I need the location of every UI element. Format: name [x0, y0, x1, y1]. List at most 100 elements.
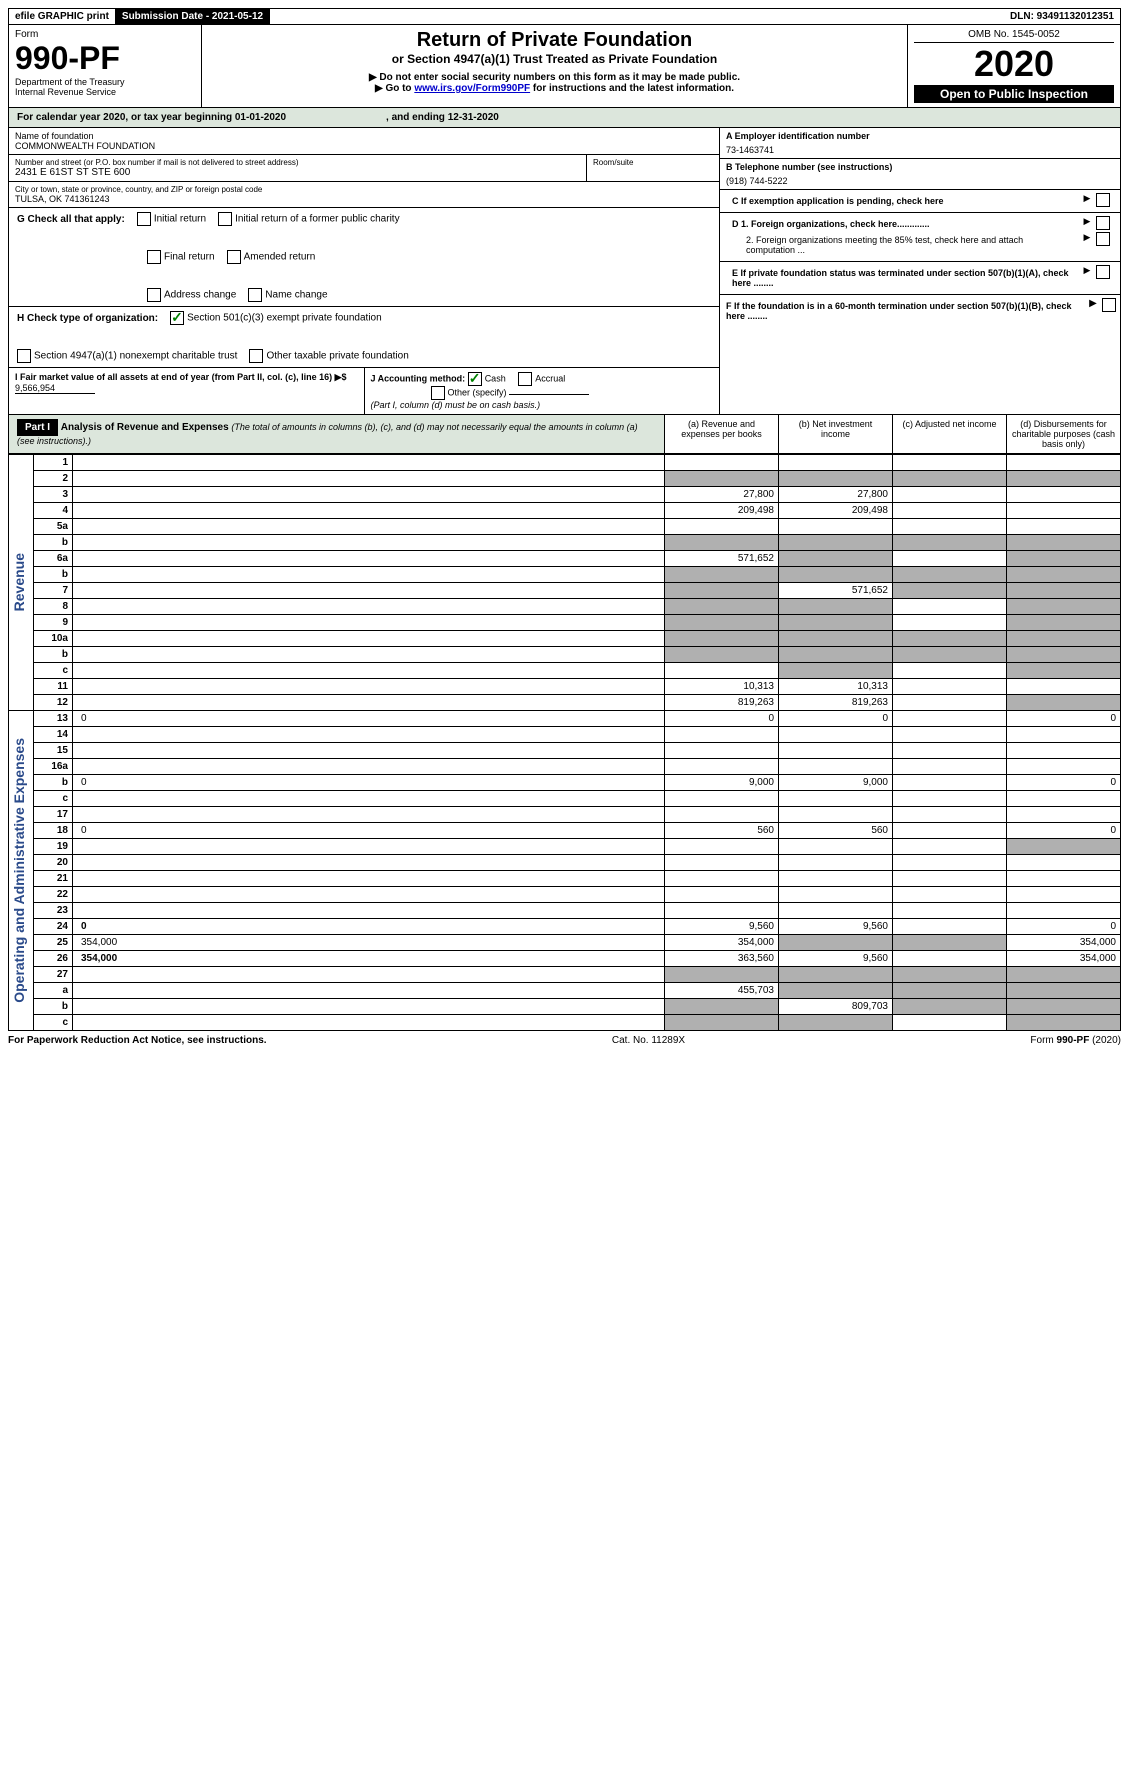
cell-c: [893, 807, 1007, 823]
cell-b: [779, 647, 893, 663]
calyear-mid: , and ending: [386, 112, 448, 123]
cb-d2[interactable]: [1096, 232, 1110, 246]
cell-b: [779, 567, 893, 583]
cell-c: [893, 471, 1007, 487]
cell-c: [893, 871, 1007, 887]
row-desc: 0: [73, 823, 665, 839]
cb-address-change[interactable]: [147, 288, 161, 302]
cell-d: [1007, 727, 1121, 743]
row-desc: [73, 695, 665, 711]
expenses-label: Operating and Administrative Expenses: [9, 734, 29, 1007]
cell-a: [665, 567, 779, 583]
h-opt3: Other taxable private foundation: [266, 351, 408, 362]
part1-table: Revenue12327,80027,8004209,498209,4985ab…: [8, 454, 1121, 1031]
part1-header: Part I Analysis of Revenue and Expenses …: [8, 415, 1121, 454]
cell-c: [893, 839, 1007, 855]
cell-b: 809,703: [779, 999, 893, 1015]
b-box: B Telephone number (see instructions) (9…: [720, 159, 1120, 190]
cb-other-taxable[interactable]: [249, 349, 263, 363]
cell-a: [665, 903, 779, 919]
cell-c: [893, 663, 1007, 679]
cell-a: 455,703: [665, 983, 779, 999]
cb-f[interactable]: [1102, 298, 1116, 312]
row-number: a: [34, 983, 73, 999]
cell-a: [665, 599, 779, 615]
cell-a: [665, 455, 779, 471]
f-box: F If the foundation is in a 60-month ter…: [720, 295, 1120, 327]
cell-c: [893, 743, 1007, 759]
j-other: Other (specify): [448, 387, 507, 397]
d1-label: D 1. Foreign organizations, check here..…: [726, 216, 1080, 232]
cb-other-method[interactable]: [431, 386, 445, 400]
cell-c: [893, 1015, 1007, 1031]
cell-d: [1007, 631, 1121, 647]
cell-a: [665, 999, 779, 1015]
f-label: F If the foundation is in a 60-month ter…: [720, 298, 1086, 324]
row-desc: [73, 727, 665, 743]
cell-d: [1007, 615, 1121, 631]
cb-final-return[interactable]: [147, 250, 161, 264]
row-number: 19: [34, 839, 73, 855]
table-row: 23: [9, 903, 1121, 919]
cell-c: [893, 455, 1007, 471]
cell-c: [893, 599, 1007, 615]
table-row: 26354,000363,5609,560354,000: [9, 951, 1121, 967]
cb-amended[interactable]: [227, 250, 241, 264]
cell-d: [1007, 663, 1121, 679]
cb-initial-return[interactable]: [137, 212, 151, 226]
cell-b: [779, 871, 893, 887]
table-row: 12819,263819,263: [9, 695, 1121, 711]
a-value: 73-1463741: [726, 145, 1114, 155]
cell-c: [893, 887, 1007, 903]
cell-a: 560: [665, 823, 779, 839]
table-row: c: [9, 1015, 1121, 1031]
table-row: Revenue1: [9, 455, 1121, 471]
cb-name-change[interactable]: [248, 288, 262, 302]
cell-b: 209,498: [779, 503, 893, 519]
table-row: Operating and Administrative Expenses130…: [9, 711, 1121, 727]
cell-a: 571,652: [665, 551, 779, 567]
irs-link[interactable]: www.irs.gov/Form990PF: [414, 83, 530, 94]
cell-d: [1007, 583, 1121, 599]
cb-c[interactable]: [1096, 193, 1110, 207]
row-number: b: [34, 775, 73, 791]
row-desc: [73, 871, 665, 887]
e-box: E If private foundation status was termi…: [720, 262, 1120, 295]
address-box: Number and street (or P.O. box number if…: [9, 155, 587, 181]
j-label: J Accounting method:: [371, 373, 466, 383]
part1-label: Part I: [17, 419, 58, 436]
a-label: A Employer identification number: [726, 131, 1114, 141]
row-number: 15: [34, 743, 73, 759]
info-left: Name of foundation COMMONWEALTH FOUNDATI…: [9, 128, 719, 414]
cb-initial-former[interactable]: [218, 212, 232, 226]
table-row: 9: [9, 615, 1121, 631]
cb-d1[interactable]: [1096, 216, 1110, 230]
cell-a: 363,560: [665, 951, 779, 967]
cell-a: [665, 871, 779, 887]
cell-b: [779, 935, 893, 951]
cb-501c3[interactable]: [170, 311, 184, 325]
row-number: 16a: [34, 759, 73, 775]
cb-cash[interactable]: [468, 372, 482, 386]
part1-title: Analysis of Revenue and Expenses: [61, 422, 229, 433]
city: TULSA, OK 741361243: [15, 194, 713, 204]
row-desc: [73, 471, 665, 487]
col-a-header: (a) Revenue and expenses per books: [664, 415, 778, 453]
cell-b: [779, 551, 893, 567]
cell-c: [893, 791, 1007, 807]
cb-accrual[interactable]: [518, 372, 532, 386]
cell-d: [1007, 839, 1121, 855]
cell-b: [779, 983, 893, 999]
footer-left: For Paperwork Reduction Act Notice, see …: [8, 1035, 267, 1046]
info-section: Name of foundation COMMONWEALTH FOUNDATI…: [8, 128, 1121, 415]
i-box: I Fair market value of all assets at end…: [9, 368, 365, 414]
cell-b: [779, 631, 893, 647]
cb-4947[interactable]: [17, 349, 31, 363]
cb-e[interactable]: [1096, 265, 1110, 279]
cell-c: [893, 503, 1007, 519]
table-row: a 455,703: [9, 983, 1121, 999]
cell-b: [779, 791, 893, 807]
c-box: C If exemption application is pending, c…: [720, 190, 1120, 213]
cell-b: [779, 663, 893, 679]
cell-d: 0: [1007, 823, 1121, 839]
